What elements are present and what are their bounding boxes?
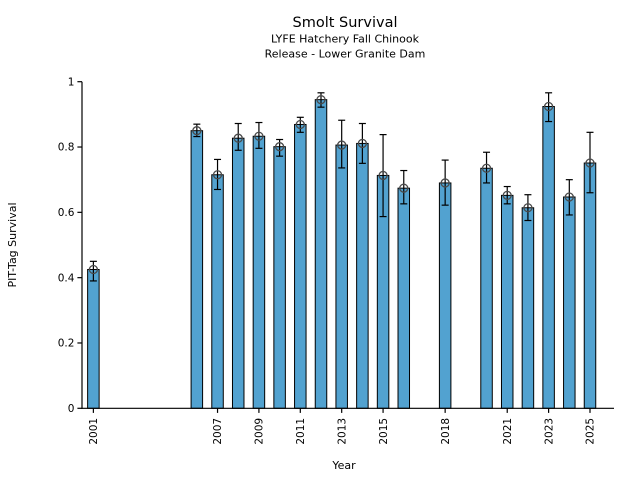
point-marker-2024 — [564, 192, 574, 202]
bar-2018 — [438, 182, 452, 409]
point-marker-2007 — [212, 170, 223, 180]
point-marker-2018 — [440, 178, 450, 188]
y-axis-label: PIT-Tag Survival — [6, 202, 19, 287]
bar-2016 — [397, 187, 411, 409]
bar-2012 — [314, 99, 328, 409]
bar-2010 — [273, 146, 286, 409]
bar-2014 — [356, 142, 369, 409]
bar-2024 — [563, 196, 576, 409]
bar-2013 — [335, 144, 348, 409]
bar-2023 — [542, 106, 555, 409]
bar-2001 — [87, 268, 100, 409]
bar-2025 — [583, 162, 597, 409]
x-tick-label-2009: 2009 — [254, 418, 266, 445]
x-tick-label-2013: 2013 — [336, 418, 348, 445]
x-tick-label-2007: 2007 — [212, 418, 224, 445]
x-tick-label-2018: 2018 — [440, 418, 452, 445]
bar-2008 — [231, 137, 245, 409]
point-marker-2023 — [543, 101, 554, 112]
point-marker-2015 — [378, 170, 388, 181]
point-marker-2008 — [233, 133, 243, 143]
y-tick-label-0: 0 — [68, 403, 75, 415]
y-tick-label-0.4: 0.4 — [58, 272, 75, 284]
y-tick-label-0.2: 0.2 — [58, 338, 75, 350]
bar-2020 — [480, 167, 493, 409]
point-marker-2006 — [192, 126, 202, 136]
point-marker-2013 — [337, 140, 347, 150]
point-marker-2025 — [585, 158, 595, 168]
x-tick-label-2025: 2025 — [585, 418, 597, 445]
y-tick-label-0.6: 0.6 — [58, 207, 75, 219]
point-marker-2022 — [523, 203, 533, 213]
point-marker-2012 — [316, 95, 326, 105]
bar-2022 — [521, 207, 535, 409]
x-tick-label-2001: 2001 — [88, 418, 100, 445]
x-tick-label-2011: 2011 — [295, 418, 307, 445]
x-tick-label-2021: 2021 — [502, 418, 514, 445]
point-marker-2001 — [88, 264, 99, 275]
bar-2009 — [252, 135, 266, 409]
x-tick-label-2015: 2015 — [378, 418, 390, 445]
y-tick-label-0.8: 0.8 — [58, 142, 75, 154]
point-marker-2011 — [295, 119, 305, 130]
plot-area: 0 0.2 0.4 0.6 0.8 1 2001 2007 2009 2011 2013 2015 20… — [58, 76, 614, 445]
point-marker-2020 — [481, 163, 492, 173]
bar-2011 — [294, 123, 307, 409]
bar-2006 — [190, 130, 204, 409]
point-marker-2021 — [502, 190, 512, 201]
point-marker-2016 — [399, 183, 409, 193]
bar-2021 — [500, 194, 514, 409]
point-marker-2009 — [254, 131, 264, 141]
x-axis-label: Year — [331, 459, 356, 472]
point-marker-2014 — [357, 138, 368, 149]
chart-title: Smolt Survival — [293, 15, 398, 31]
y-tick-label-1: 1 — [68, 76, 75, 88]
point-marker-2010 — [274, 142, 285, 152]
chart-subtitle-line1: LYFE Hatchery Fall Chinook — [271, 33, 420, 46]
x-tick-label-2023: 2023 — [543, 418, 555, 445]
chart-subtitle-line2: Release - Lower Granite Dam — [265, 48, 426, 61]
bar-2007 — [211, 174, 224, 409]
